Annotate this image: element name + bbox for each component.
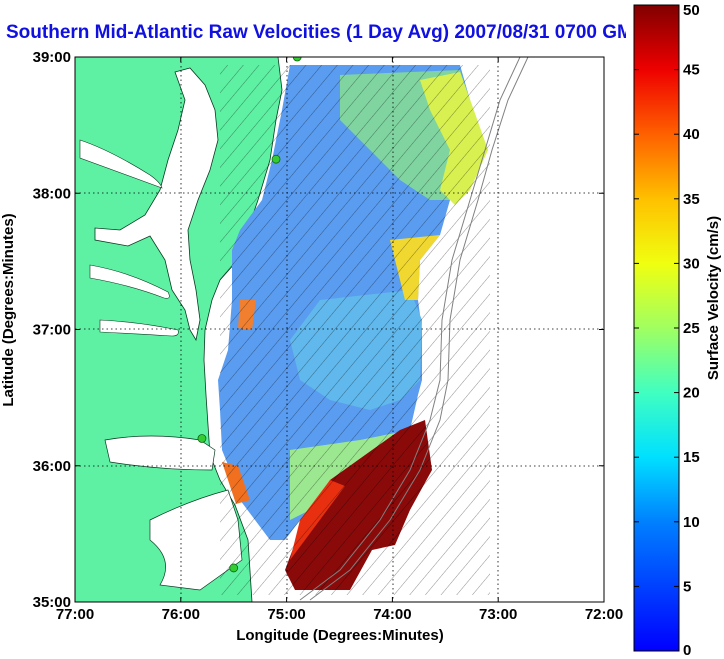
x-tick-label: 72:00 <box>585 606 623 623</box>
x-axis-label: Longitude (Degrees:Minutes) <box>236 627 444 644</box>
station-marker <box>271 154 281 164</box>
chesapeake-bay <box>94 67 219 342</box>
station-marker <box>229 563 239 573</box>
colorbar-label: Surface Velocity (cm/s) <box>705 216 722 380</box>
station-marker <box>292 57 302 62</box>
colorbar-tick-label: 0 <box>683 642 691 659</box>
grid <box>75 57 604 602</box>
shelf-contour <box>309 57 529 601</box>
colorbar-tick-label: 40 <box>683 126 700 143</box>
station-marker <box>197 434 207 443</box>
y-tick-label: 36:00 <box>33 458 71 475</box>
map-title: Southern Mid-Atlantic Raw Velocities (1 … <box>6 22 626 43</box>
colorbar-tick-label: 35 <box>683 191 700 208</box>
bay-tributary <box>79 139 163 189</box>
albemarle-sound <box>104 435 216 471</box>
x-tick-label: 77:00 <box>56 606 94 623</box>
colorbar-tick-label: 15 <box>683 449 700 466</box>
x-tick-label: 74:00 <box>373 606 411 623</box>
x-axis: 77:00 76:00 75:00 74:00 73:00 72:00 <box>56 57 623 623</box>
colorbar-tick-label: 45 <box>683 62 700 79</box>
y-tick-label: 39:00 <box>33 49 71 66</box>
y-tick-label: 35:00 <box>33 594 71 611</box>
colorbar-tick-label: 10 <box>683 514 700 531</box>
y-tick-label: 38:00 <box>33 185 71 202</box>
colorbar-gradient <box>633 4 680 652</box>
colorbar-tick-label: 50 <box>683 2 700 19</box>
plot-area <box>75 57 604 602</box>
colorbar-tick-label: 25 <box>683 320 700 337</box>
y-axis-label: Latitude (Degrees:Minutes) <box>0 213 17 406</box>
colorbar: 0 5 10 15 20 25 30 35 40 45 50 Surface Velocity (c… <box>633 2 722 659</box>
y-axis: 35:00 36:00 37:00 38:00 39:00 <box>33 49 604 611</box>
x-tick-label: 73:00 <box>479 606 517 623</box>
x-tick-label: 75:00 <box>267 606 305 623</box>
bay-tributary <box>99 319 179 337</box>
colorbar-tick-label: 30 <box>683 255 700 272</box>
colorbar-tick-label: 5 <box>683 578 691 595</box>
colorbar-tick-label: 20 <box>683 385 700 402</box>
y-tick-label: 37:00 <box>33 322 71 339</box>
velocity-field <box>218 65 490 595</box>
x-tick-label: 76:00 <box>162 606 200 623</box>
shelf-contour <box>299 57 521 601</box>
vector-hatching <box>220 65 490 595</box>
bay-tributary <box>89 264 170 299</box>
